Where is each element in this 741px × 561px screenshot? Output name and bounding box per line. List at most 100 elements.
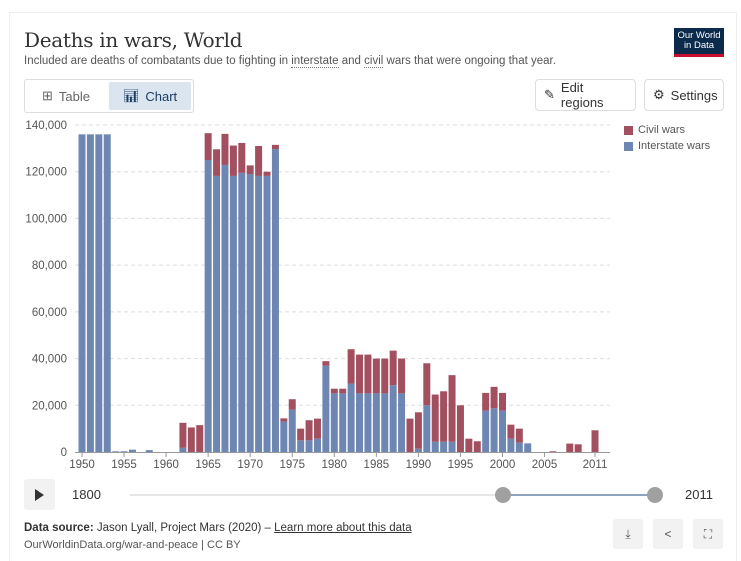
bar-civil-wars bbox=[398, 358, 406, 394]
bar-interstate-wars bbox=[448, 441, 456, 452]
gear-icon: ⚙ bbox=[653, 87, 665, 102]
logo-line: in Data bbox=[683, 40, 715, 51]
bar-interstate-wars bbox=[440, 441, 448, 452]
download-icon: ⤓ bbox=[625, 526, 631, 541]
settings-button[interactable]: ⚙ Settings bbox=[644, 79, 724, 111]
fullscreen-button[interactable]: ⛶ bbox=[693, 519, 723, 549]
tab-label: Table bbox=[58, 88, 90, 104]
bar-interstate-wars bbox=[339, 393, 347, 452]
x-tick-label: 1990 bbox=[406, 459, 432, 471]
bar-civil-wars bbox=[221, 133, 229, 165]
bar-civil-wars bbox=[549, 451, 557, 452]
legend-label: Civil wars bbox=[638, 124, 686, 136]
legend-swatch bbox=[624, 125, 633, 135]
x-tick-label: 1950 bbox=[69, 459, 95, 471]
bar-civil-wars bbox=[196, 425, 204, 452]
tab-table[interactable]: ⊞ Table bbox=[25, 80, 107, 112]
bar-interstate-wars bbox=[389, 385, 397, 452]
bar-civil-wars bbox=[204, 133, 212, 161]
bar-interstate-wars bbox=[213, 175, 221, 452]
bar-interstate-wars bbox=[78, 134, 86, 453]
source-label: Data source: bbox=[24, 522, 94, 534]
bar-chart-icon: 📊︎ bbox=[122, 88, 140, 103]
download-button[interactable]: ⤓ bbox=[613, 519, 643, 549]
bar-civil-wars bbox=[456, 405, 464, 452]
bar-civil-wars bbox=[381, 358, 389, 394]
civil-link[interactable]: civil bbox=[364, 55, 384, 68]
bar-interstate-wars bbox=[482, 410, 490, 452]
bar-civil-wars bbox=[356, 354, 364, 394]
bar-civil-wars bbox=[313, 418, 321, 439]
timeline-start-handle[interactable] bbox=[495, 487, 511, 503]
bar-interstate-wars bbox=[95, 134, 103, 453]
source-text: Jason Lyall, Project Mars (2020) – bbox=[93, 522, 275, 534]
bar-civil-wars bbox=[187, 427, 195, 452]
bar-interstate-wars bbox=[423, 405, 431, 452]
edit-regions-button[interactable]: ✎ Edit regions bbox=[535, 79, 636, 111]
x-tick-label: 1975 bbox=[279, 459, 305, 471]
x-tick-label: 1985 bbox=[364, 459, 390, 471]
bar-civil-wars bbox=[263, 171, 271, 176]
y-tick-label: 100,000 bbox=[25, 213, 67, 225]
timeline-track[interactable] bbox=[130, 494, 655, 496]
y-tick-label: 40,000 bbox=[32, 354, 67, 366]
bar-interstate-wars bbox=[263, 175, 271, 452]
bar-civil-wars bbox=[246, 165, 254, 175]
bar-interstate-wars bbox=[381, 393, 389, 452]
timeline-selected-range bbox=[503, 494, 655, 496]
bar-interstate-wars bbox=[288, 409, 296, 452]
bar-interstate-wars bbox=[364, 393, 372, 452]
table-icon: ⊞ bbox=[42, 88, 53, 103]
bar-interstate-wars bbox=[86, 134, 94, 453]
chart-title: Deaths in wars, World bbox=[24, 28, 243, 52]
bar-civil-wars bbox=[473, 441, 481, 452]
learn-more-link[interactable]: Learn more about this data bbox=[274, 522, 412, 534]
logo-line: Our World bbox=[677, 30, 721, 41]
bar-civil-wars bbox=[591, 430, 599, 452]
bar-civil-wars bbox=[364, 354, 372, 394]
tab-chart[interactable]: 📊︎ Chart bbox=[109, 82, 191, 110]
data-source: Data source: Jason Lyall, Project Mars (… bbox=[24, 522, 412, 534]
timeline-end-handle[interactable] bbox=[647, 487, 663, 503]
bar-civil-wars bbox=[372, 358, 380, 394]
subtitle-text: wars that were ongoing that year. bbox=[383, 55, 556, 67]
bar-interstate-wars bbox=[330, 393, 338, 452]
owid-logo[interactable]: Our World in Data bbox=[674, 28, 724, 57]
legend-item-civil[interactable]: Civil wars bbox=[624, 122, 710, 138]
x-tick-label: 2011 bbox=[583, 459, 608, 471]
bar-civil-wars bbox=[330, 388, 338, 394]
source-url[interactable]: OurWorldinData.org/war-and-peace | CC BY bbox=[24, 539, 241, 551]
subtitle-text: and bbox=[338, 55, 365, 67]
legend-swatch bbox=[624, 141, 633, 151]
bar-interstate-wars bbox=[255, 175, 263, 452]
view-tabs: ⊞ Table 📊︎ Chart bbox=[24, 79, 194, 113]
bar-civil-wars bbox=[229, 145, 237, 176]
bar-interstate-wars bbox=[297, 440, 305, 452]
bar-civil-wars bbox=[431, 394, 439, 442]
bar-interstate-wars bbox=[280, 421, 288, 452]
y-tick-label: 60,000 bbox=[32, 307, 67, 319]
bar-civil-wars bbox=[448, 375, 456, 442]
bar-civil-wars bbox=[465, 438, 473, 452]
y-tick-label: 0 bbox=[61, 447, 67, 459]
tab-label: Chart bbox=[145, 88, 178, 104]
bar-civil-wars bbox=[322, 361, 330, 366]
subtitle-text: Included are deaths of combatants due to… bbox=[24, 55, 292, 67]
bar-civil-wars bbox=[339, 388, 347, 394]
bar-civil-wars bbox=[238, 142, 246, 173]
play-button[interactable] bbox=[24, 479, 55, 510]
y-tick-label: 120,000 bbox=[25, 167, 67, 179]
y-tick-label: 20,000 bbox=[32, 400, 67, 412]
share-button[interactable]: < bbox=[653, 519, 683, 549]
bar-interstate-wars bbox=[229, 175, 237, 452]
bar-interstate-wars bbox=[305, 440, 313, 452]
interstate-link[interactable]: interstate bbox=[291, 55, 339, 68]
bar-civil-wars bbox=[179, 422, 187, 448]
chart-subtitle: Included are deaths of combatants due to… bbox=[24, 55, 556, 68]
bar-civil-wars bbox=[347, 349, 355, 384]
timeline-min-label: 1800 bbox=[72, 487, 101, 502]
bar-civil-wars bbox=[406, 418, 414, 452]
x-tick-label: 2000 bbox=[490, 459, 516, 471]
bar-interstate-wars bbox=[238, 172, 246, 452]
legend-item-interstate[interactable]: Interstate wars bbox=[624, 138, 710, 154]
